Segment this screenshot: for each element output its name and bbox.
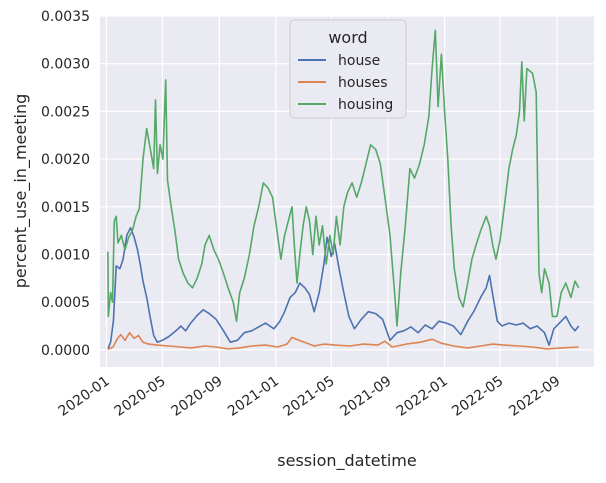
legend-title: word [328,28,367,47]
x-tick-label: 2021-01 [225,373,282,420]
y-axis-label: percent_use_in_meeting [11,94,31,288]
series-line-houses [107,331,579,351]
series-line-housing [107,29,580,327]
x-tick-label: 2021-05 [280,373,337,420]
x-tick-label: 2022-05 [449,373,506,420]
legend-label-housing: housing [338,97,393,113]
x-tick-label: 2020-05 [112,373,169,420]
legend-box [289,19,407,119]
x-tick-label: 2022-09 [506,373,563,420]
x-tick-label: 2021-09 [337,373,394,420]
y-tick-label: 0.0035 [41,9,90,25]
y-tick-label: 0.0025 [41,104,90,120]
x-axis-label: session_datetime [277,451,416,471]
y-tick-label: 0.0020 [41,152,90,168]
x-tick-label: 2020-09 [169,373,226,420]
legend-label-house: house [338,53,380,69]
series-lines [107,29,580,351]
y-tick-label: 0.0010 [41,247,90,263]
y-tick-label: 0.0005 [41,295,90,311]
series-line-house [107,226,580,350]
x-tick-label: 2022-01 [394,373,451,420]
legend-items: house houses housing [298,53,393,113]
y-tick-label: 0.0015 [41,200,90,216]
y-tick-label: 0.0000 [41,343,90,359]
legend: word house houses housing [289,19,407,119]
x-tick-label: 2020-01 [56,373,113,420]
legend-label-houses: houses [338,75,388,91]
grid-lines [100,15,594,367]
y-tick-labels: 0.0000 0.0005 0.0010 0.0015 0.0020 0.0025 0.00… [41,9,90,359]
y-tick-label: 0.0030 [41,57,90,73]
